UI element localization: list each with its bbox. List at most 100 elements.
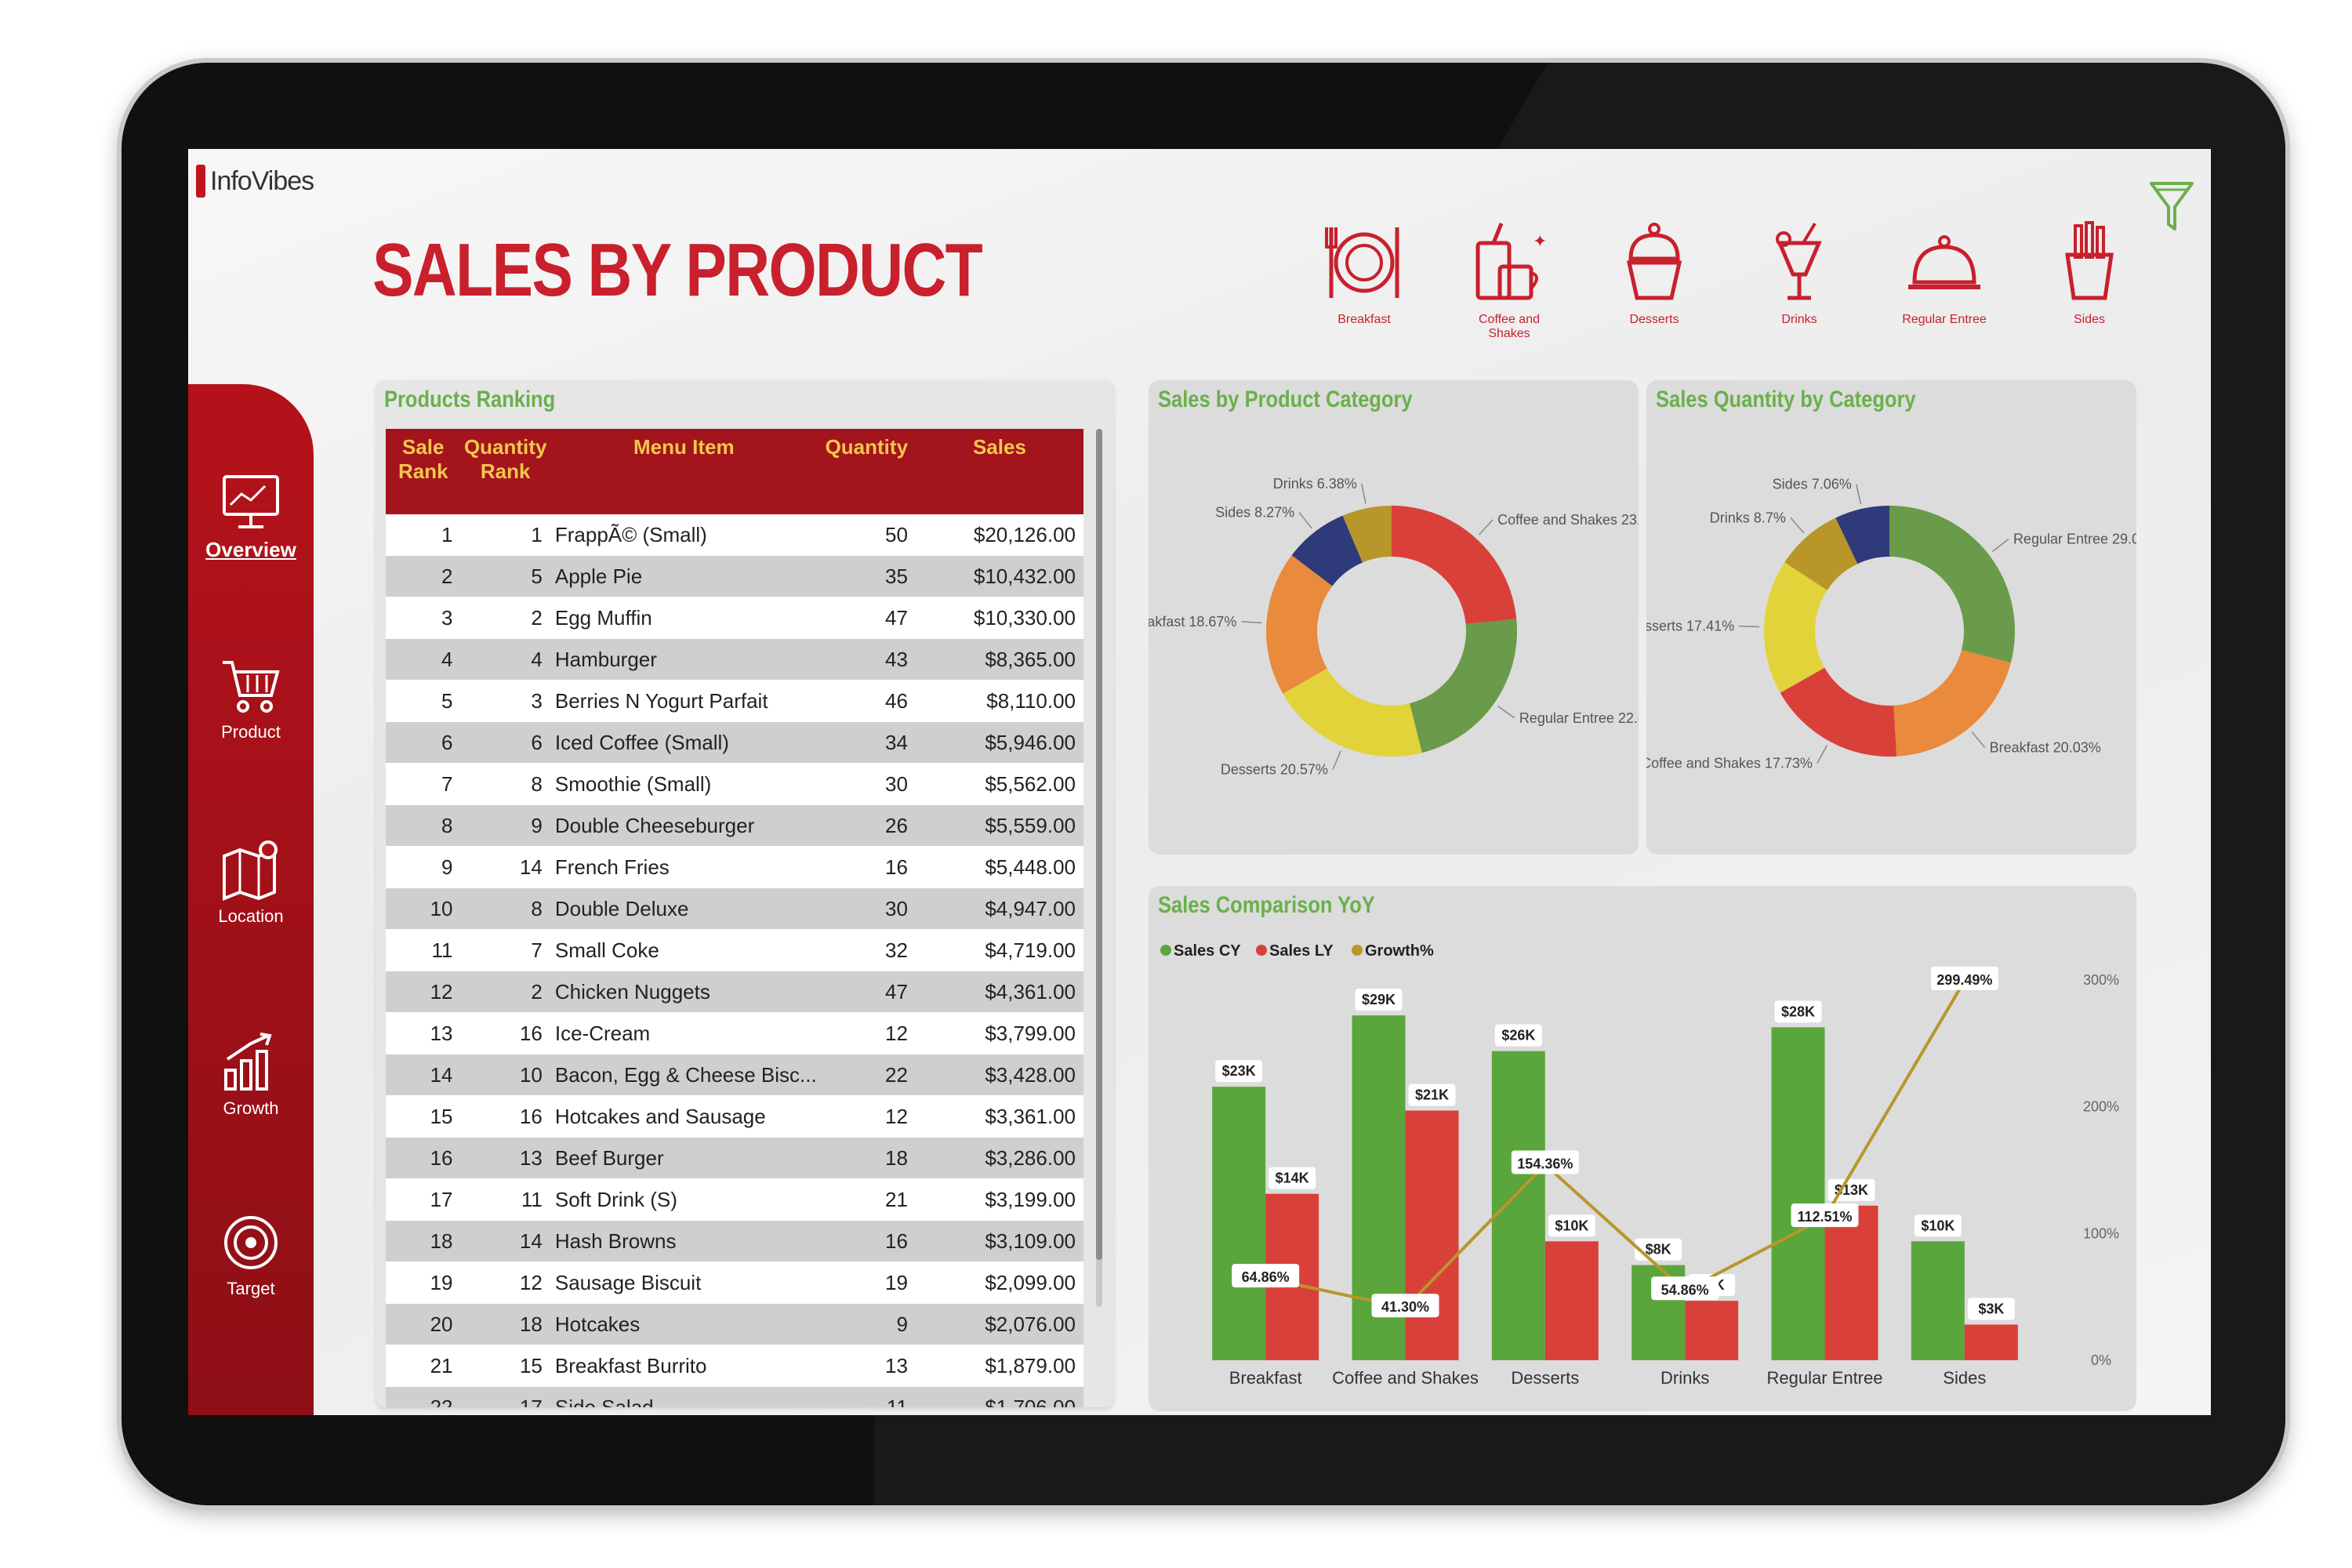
table-row[interactable]: 14 10 Bacon, Egg & Cheese Bisc... 22 $3,428.… [386, 1054, 1083, 1096]
category-drinks[interactable]: Drinks [1748, 220, 1850, 327]
label-bg [1930, 966, 1998, 990]
table-row[interactable]: 16 13 Beef Burger 18 $3,286.00 [386, 1137, 1083, 1179]
table-row[interactable]: 5 3 Berries N Yogurt Parfait 46 $8,110.00 [386, 680, 1083, 722]
table-row[interactable]: 18 14 Hash Browns 16 $3,109.00 [386, 1220, 1083, 1262]
cell-sales: $3,428.00 [915, 1054, 1083, 1096]
table-row[interactable]: 15 16 Hotcakes and Sausage 12 $3,361.00 [386, 1095, 1083, 1138]
bar-label-ly: $14K [1276, 1171, 1309, 1186]
cell-menu-item: Ice-Cream [550, 1012, 818, 1054]
entree-icon [1908, 235, 1980, 289]
cell-quantity-rank: 6 [460, 721, 550, 764]
table-row[interactable]: 12 2 Chicken Nuggets 47 $4,361.00 [386, 971, 1083, 1013]
panel-title: Sales Quantity by Category [1656, 387, 1916, 412]
cell-quantity-rank: 11 [460, 1178, 550, 1221]
column-header-menu-item[interactable]: Menu Item [550, 429, 818, 514]
donut-slice[interactable] [1835, 506, 1889, 564]
table-row[interactable]: 1 1 FrappÃ© (Small) 50 $20,126.00 [386, 514, 1083, 556]
cell-sales: $5,448.00 [915, 846, 1083, 888]
sides-icon [2065, 221, 2114, 300]
bar-sales-ly[interactable] [1685, 1301, 1739, 1360]
leader-line [1241, 621, 1262, 624]
table-row[interactable]: 22 17 Side Salad 11 $1,706.00 [386, 1386, 1083, 1407]
bar-sales-cy[interactable] [1491, 1051, 1545, 1360]
table-row[interactable]: 6 6 Iced Coffee (Small) 34 $5,946.00 [386, 721, 1083, 764]
donut-slice[interactable] [1392, 506, 1517, 624]
donut-slice[interactable] [1893, 649, 2011, 757]
cell-quantity-rank: 2 [460, 597, 550, 639]
sidebar-item-location[interactable]: Location [188, 839, 314, 927]
cell-menu-item: Sausage Biscuit [550, 1261, 818, 1304]
category-desserts[interactable]: Desserts [1603, 220, 1705, 327]
column-header-quantity[interactable]: Quantity [817, 429, 916, 514]
cell-sales: $20,126.00 [915, 514, 1083, 556]
cell-sales: $10,432.00 [915, 555, 1083, 597]
sidebar-item-growth[interactable]: Growth [188, 1031, 314, 1119]
table-row[interactable]: 20 18 Hotcakes 9 $2,076.00 [386, 1303, 1083, 1345]
category-regular-entree[interactable]: Regular Entree [1893, 220, 1995, 327]
category-label: Coffee and Shakes [1479, 313, 1540, 340]
table-row[interactable]: 9 14 French Fries 16 $5,448.00 [386, 846, 1083, 888]
cell-sales: $5,562.00 [915, 763, 1083, 805]
legend-label[interactable]: Sales LY [1269, 942, 1334, 960]
bar-sales-ly[interactable] [1405, 1110, 1459, 1361]
cell-quantity: 12 [817, 1012, 916, 1054]
cell-quantity: 30 [817, 763, 916, 805]
table-row[interactable]: 7 8 Smoothie (Small) 30 $5,562.00 [386, 763, 1083, 805]
leader-line [1817, 745, 1828, 764]
filter-icon[interactable] [2148, 180, 2195, 239]
sidebar-item-label: Overview [205, 538, 296, 561]
donut-slice[interactable] [1291, 515, 1363, 586]
bar-sales-ly[interactable] [1544, 1241, 1599, 1360]
bar-sales-cy[interactable] [1212, 1087, 1266, 1360]
table-row[interactable]: 17 11 Soft Drink (S) 21 $3,199.00 [386, 1178, 1083, 1221]
cell-sale-rank: 2 [386, 555, 461, 597]
column-header-quantity-rank[interactable]: Quantity Rank [460, 429, 550, 514]
cell-sale-rank: 13 [386, 1012, 461, 1054]
table-row[interactable]: 3 2 Egg Muffin 47 $10,330.00 [386, 597, 1083, 639]
table-row[interactable]: 4 4 Hamburger 43 $8,365.00 [386, 638, 1083, 681]
donut-slice[interactable] [1283, 668, 1422, 757]
slice-label: Desserts 20.57% [1221, 762, 1328, 778]
donut-slice[interactable] [1342, 506, 1392, 563]
cell-menu-item: Small Coke [550, 929, 818, 971]
table-row[interactable]: 8 9 Double Cheeseburger 26 $5,559.00 [386, 804, 1083, 847]
legend-label[interactable]: Sales CY [1174, 942, 1241, 960]
bar-label-cy: $10K [1921, 1218, 1955, 1233]
category-coffee-shakes[interactable]: ✦ Coffee and Shakes [1458, 220, 1560, 341]
cell-quantity-rank: 1 [460, 514, 550, 556]
donut-slice[interactable] [1266, 555, 1333, 694]
category-sides[interactable]: Sides [2038, 220, 2140, 327]
column-header-sales[interactable]: Sales [915, 429, 1083, 514]
donut-slice[interactable] [1889, 506, 2015, 663]
bar-sales-cy[interactable] [1771, 1027, 1825, 1360]
donut-slice[interactable] [1784, 517, 1858, 590]
table-row[interactable]: 2 5 Apple Pie 35 $10,432.00 [386, 555, 1083, 597]
sidebar-item-target[interactable]: Target [188, 1211, 314, 1299]
donut-slice[interactable] [1410, 619, 1517, 753]
table-row[interactable]: 10 8 Double Deluxe 30 $4,947.00 [386, 887, 1083, 930]
column-header-sale-rank[interactable]: Sale Rank [386, 429, 461, 514]
bar-sales-cy[interactable] [1911, 1241, 1965, 1360]
table-row[interactable]: 11 7 Small Coke 32 $4,719.00 [386, 929, 1083, 971]
donut-slice[interactable] [1780, 667, 1897, 757]
table-row[interactable]: 19 12 Sausage Biscuit 19 $2,099.00 [386, 1261, 1083, 1304]
slice-label: Breakfast 20.03% [1990, 740, 2101, 756]
table-row[interactable]: 21 15 Breakfast Burrito 13 $1,879.00 [386, 1345, 1083, 1387]
quantity-by-category-panel: Sales Quantity by Category Regular Entre… [1646, 380, 2136, 855]
sidebar-item-overview[interactable]: Overview [188, 470, 314, 562]
bar-sales-ly[interactable] [1824, 1205, 1878, 1360]
category-breakfast[interactable]: Breakfast [1313, 220, 1415, 327]
table-row[interactable]: 13 16 Ice-Cream 12 $3,799.00 [386, 1012, 1083, 1054]
donut-slice[interactable] [1764, 562, 1828, 693]
cell-sale-rank: 4 [386, 638, 461, 681]
cell-quantity-rank: 16 [460, 1012, 550, 1054]
bar-sales-ly[interactable] [1964, 1324, 2018, 1361]
bar-label-cy: $29K [1362, 992, 1396, 1007]
table-scrollbar-thumb[interactable] [1096, 429, 1102, 1260]
category-label: Desserts [1629, 313, 1679, 326]
sidebar-item-product[interactable]: Product [188, 655, 314, 742]
legend-label[interactable]: Growth% [1365, 942, 1434, 960]
x-tick-label: Drinks [1661, 1368, 1709, 1388]
y2-tick-label: 300% [2083, 972, 2119, 988]
cell-menu-item: French Fries [550, 846, 818, 888]
